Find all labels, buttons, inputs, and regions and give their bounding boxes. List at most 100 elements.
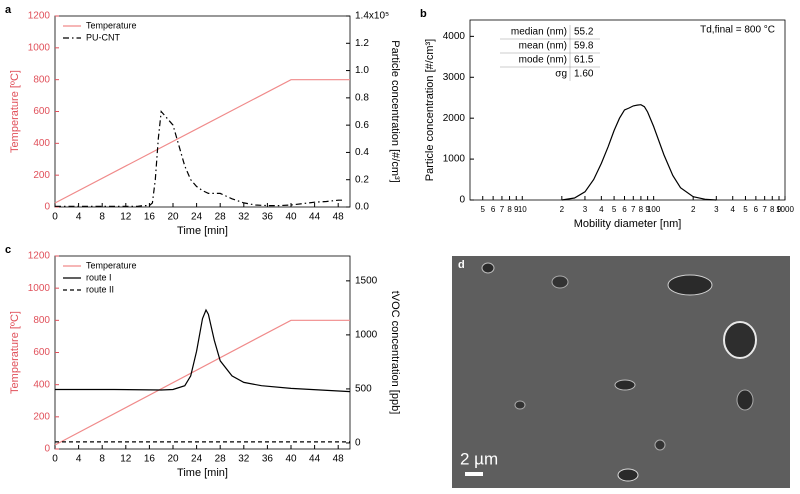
- particle: [654, 439, 666, 451]
- panel-label: d: [458, 259, 465, 271]
- y2-tick-label: 0.8: [355, 92, 369, 103]
- y2-tick-label: 1500: [355, 275, 378, 286]
- y-axis-label: Temperature [ºC]: [9, 70, 21, 153]
- series-line: [54, 79, 350, 204]
- series-line: [55, 110, 345, 207]
- y-tick-label: 0: [44, 444, 50, 455]
- x-tick-label: 28: [215, 212, 227, 223]
- image-background: [452, 256, 790, 488]
- y-tick-label: 1000: [28, 283, 51, 294]
- panel-label: b: [420, 8, 427, 20]
- x-tick-label: 16: [144, 212, 156, 223]
- sem-image: 2 µm d: [452, 256, 790, 488]
- legend-label: Temperature: [86, 20, 137, 30]
- x-tick-label: 24: [191, 212, 203, 223]
- x-tick-label: 5: [481, 205, 486, 214]
- y-tick-label: 400: [33, 138, 50, 149]
- x-tick-label: 7: [500, 205, 505, 214]
- x-axis-label: Time [min]: [177, 467, 228, 479]
- x-tick-label: 0: [52, 454, 58, 465]
- y-tick-label: 800: [33, 315, 50, 326]
- x-tick-label: 3: [714, 205, 719, 214]
- x-tick-label: 24: [191, 454, 203, 465]
- y2-axis-label: Particle concentration [#/cm³]: [389, 40, 401, 182]
- x-tick-label: 32: [238, 454, 250, 465]
- annotation: Td,final = 800 °C: [700, 25, 775, 36]
- x-tick-label: 100: [647, 205, 661, 214]
- table-value: 1.60: [574, 69, 594, 80]
- x-tick-label: 9: [777, 205, 782, 214]
- x-tick-label: 20: [167, 454, 179, 465]
- y-tick-label: 200: [33, 170, 50, 181]
- x-tick-label: 7: [762, 205, 767, 214]
- y-tick-label: 400: [33, 379, 50, 390]
- x-tick-label: 44: [309, 454, 321, 465]
- x-tick-label: 4: [599, 205, 604, 214]
- y2-tick-label: 0.2: [355, 174, 369, 185]
- x-tick-label: 36: [262, 212, 274, 223]
- x-tick-label: 5: [612, 205, 617, 214]
- particle: [551, 275, 569, 289]
- panel-label: c: [5, 244, 11, 256]
- y-tick-label: 200: [33, 411, 50, 422]
- y-tick-label: 1000: [28, 42, 51, 53]
- table-value: 61.5: [574, 55, 594, 66]
- particle: [667, 274, 713, 296]
- y2-tick-label: 0.0: [355, 202, 369, 213]
- table-key: median (nm): [511, 27, 567, 38]
- legend-label: Temperature: [86, 260, 137, 270]
- y2-tick-label: 1.2: [355, 38, 369, 49]
- x-tick-label: 1000: [776, 205, 794, 214]
- y-tick-label: 800: [33, 74, 50, 85]
- table-value: 55.2: [574, 27, 594, 38]
- legend-label: route II: [86, 284, 114, 294]
- table-key: mode (nm): [519, 55, 567, 66]
- table-value: 59.8: [574, 41, 594, 52]
- x-tick-label: 8: [770, 205, 775, 214]
- x-tick-label: 12: [120, 212, 132, 223]
- table-key: mean (nm): [519, 41, 567, 52]
- x-tick-label: 3: [583, 205, 588, 214]
- x-tick-label: 32: [238, 212, 250, 223]
- plot-frame: [469, 19, 786, 201]
- panel-label: a: [5, 4, 12, 16]
- y-axis-label: Temperature [ºC]: [9, 311, 21, 394]
- y-tick-label: 1200: [28, 11, 51, 22]
- particle: [617, 468, 639, 482]
- scale-bar: [465, 472, 483, 476]
- particle: [481, 262, 495, 274]
- x-tick-label: 9: [514, 205, 519, 214]
- x-tick-label: 2: [691, 205, 696, 214]
- x-axis-label: Mobility diameter [nm]: [574, 218, 682, 230]
- x-tick-label: 36: [262, 454, 274, 465]
- y-tick-label: 4000: [443, 31, 466, 42]
- x-tick-label: 40: [285, 212, 297, 223]
- y2-tick-label: 1.4x10⁵: [355, 11, 389, 22]
- particle: [614, 379, 636, 391]
- series-line: [561, 104, 717, 201]
- x-tick-label: 12: [120, 454, 132, 465]
- y2-tick-label: 500: [355, 384, 372, 395]
- x-tick-label: 48: [333, 212, 345, 223]
- legend-label: PU-CNT: [86, 32, 120, 42]
- y2-axis-label: tVOC concentration [ppb]: [389, 291, 401, 415]
- y-axis-label: Particle concentration [#/cm³]: [424, 39, 436, 181]
- x-tick-label: 40: [285, 454, 297, 465]
- x-tick-label: 4: [76, 212, 82, 223]
- x-tick-label: 10: [518, 205, 527, 214]
- x-tick-label: 4: [76, 454, 82, 465]
- particle: [514, 400, 526, 410]
- x-tick-label: 6: [622, 205, 627, 214]
- x-tick-label: 16: [144, 454, 156, 465]
- y-tick-label: 3000: [443, 72, 466, 83]
- x-tick-label: 6: [754, 205, 759, 214]
- series-line: [55, 308, 351, 393]
- particle: [736, 389, 754, 411]
- x-tick-label: 7: [631, 205, 636, 214]
- x-tick-label: 2: [560, 205, 565, 214]
- x-tick-label: 8: [99, 212, 105, 223]
- y-tick-label: 600: [33, 347, 50, 358]
- y-tick-label: 1200: [28, 251, 51, 262]
- scale-bar-label: 2 µm: [460, 449, 498, 468]
- x-tick-label: 8: [639, 205, 644, 214]
